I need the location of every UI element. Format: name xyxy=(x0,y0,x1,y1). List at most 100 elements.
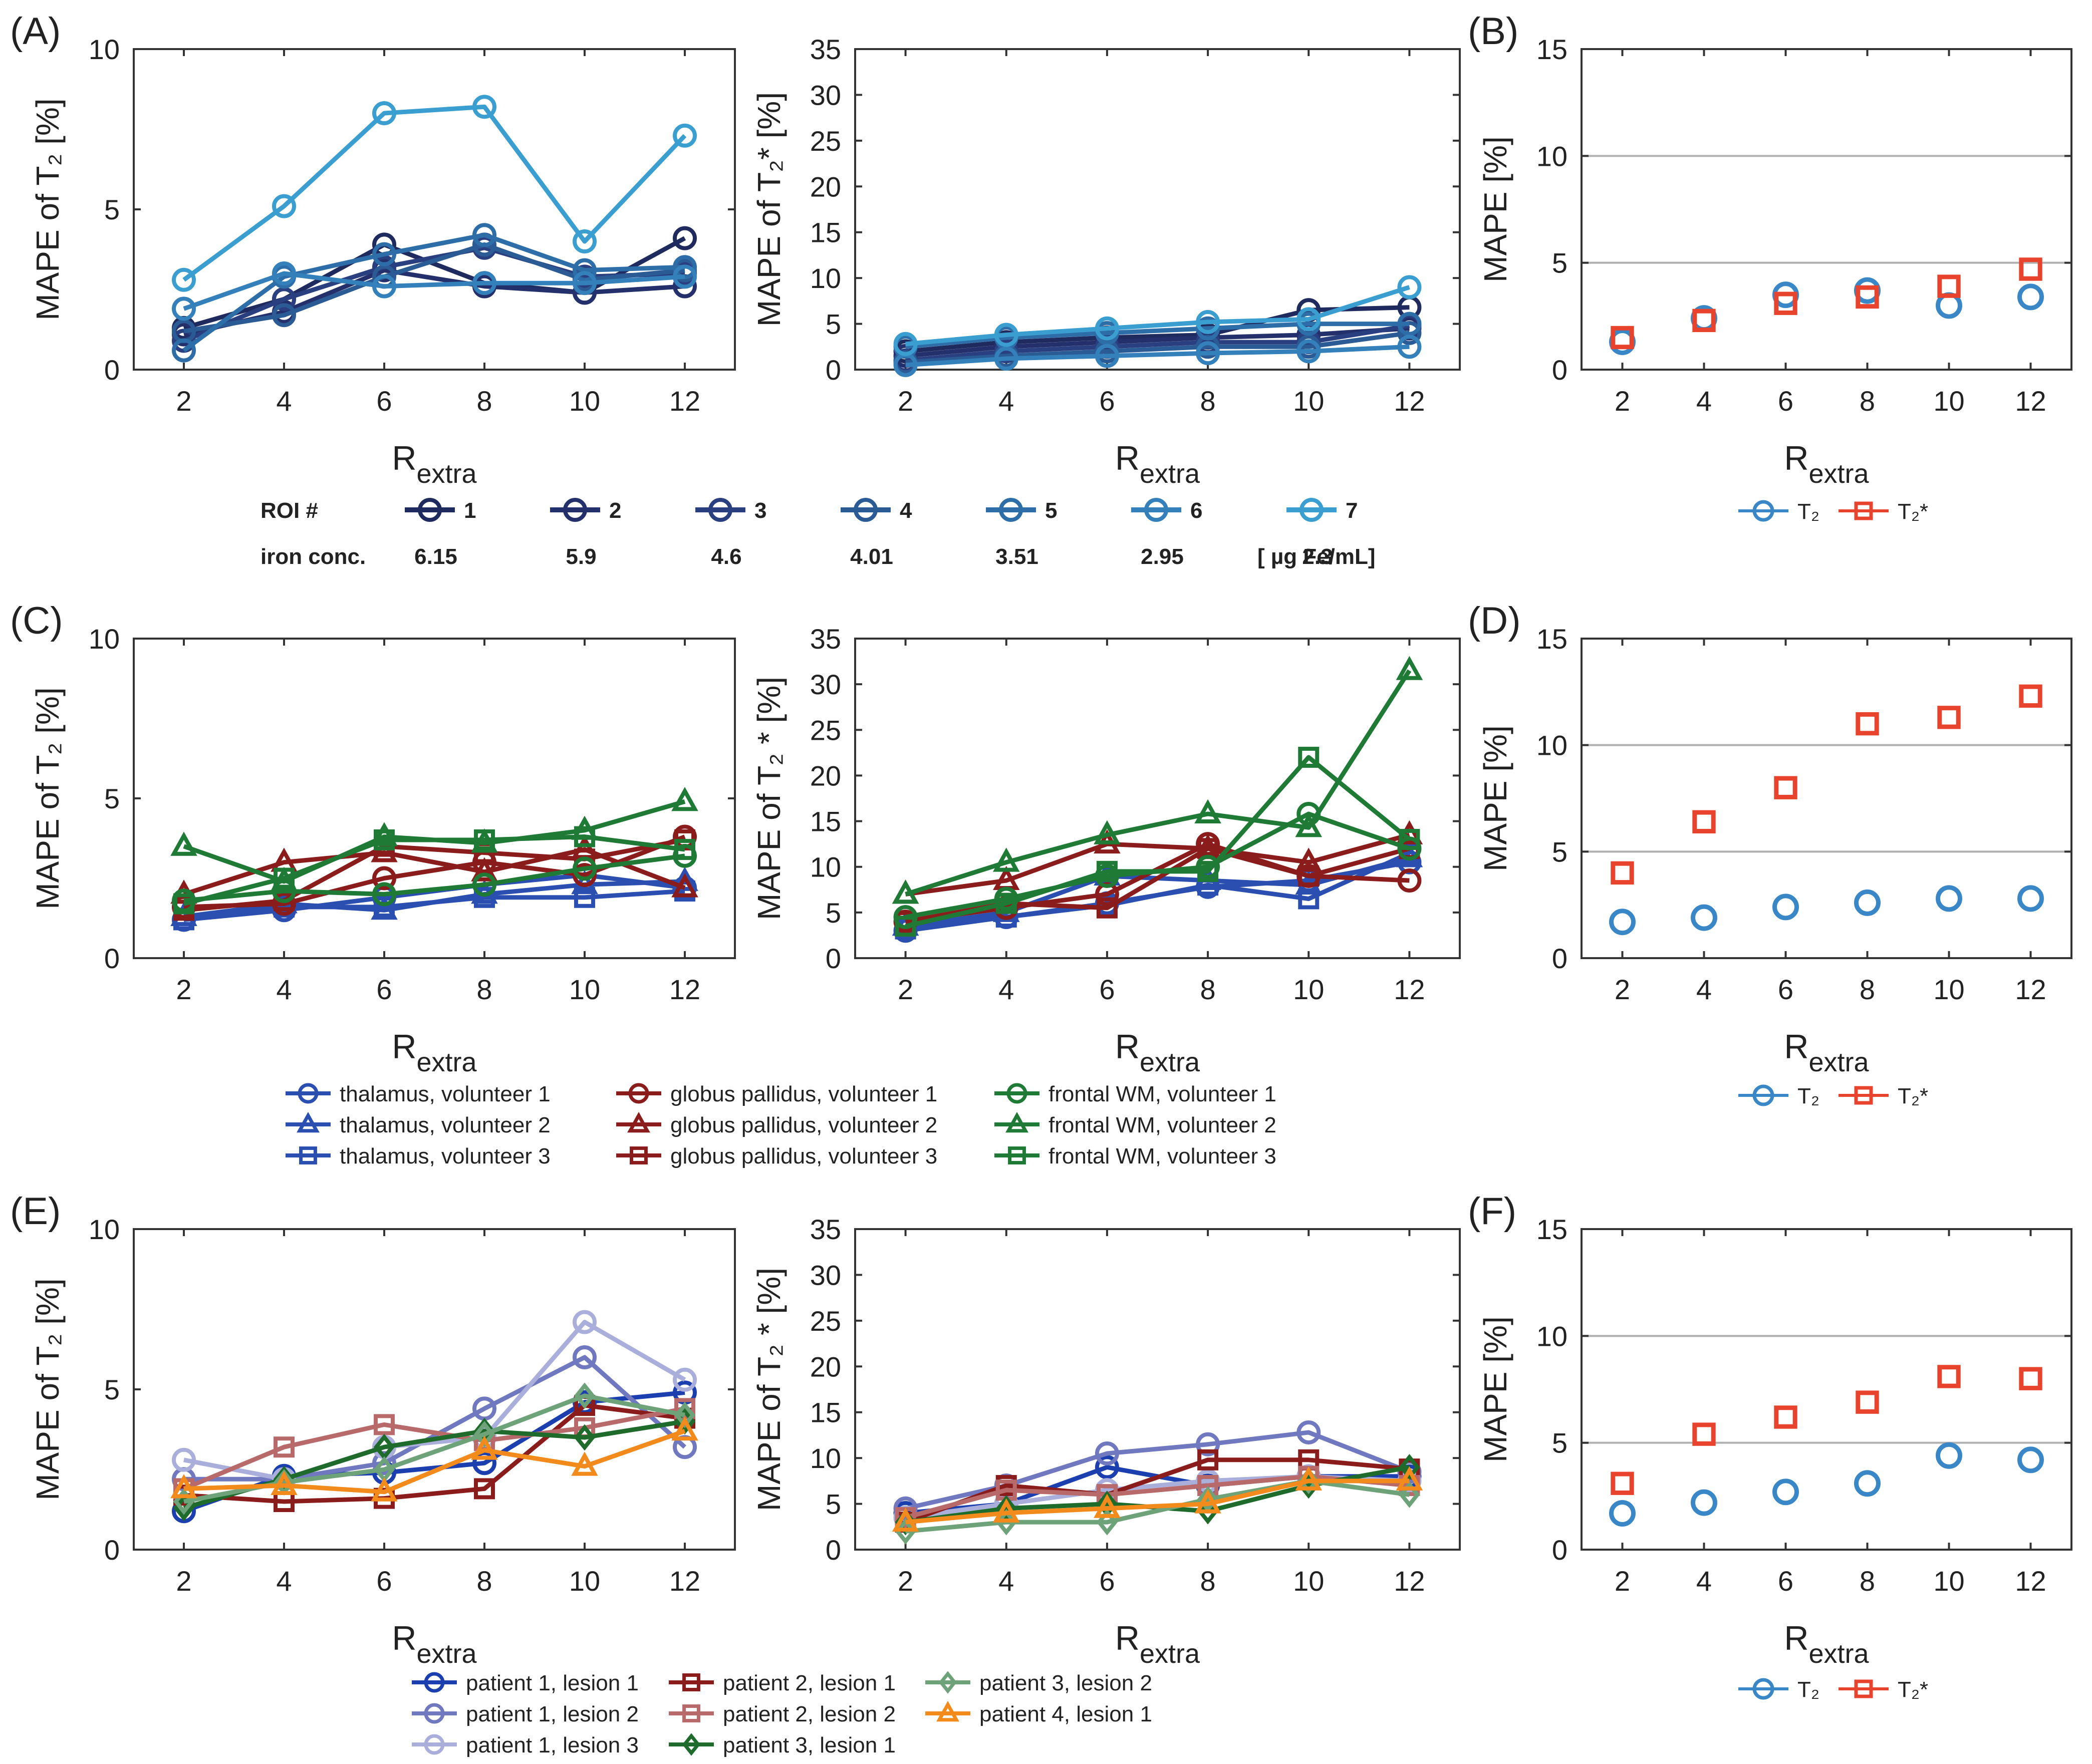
x-tick-label: 2 xyxy=(898,1565,913,1597)
series-line xyxy=(905,841,1410,924)
legend-marker xyxy=(1006,1083,1027,1104)
y-tick-label: 5 xyxy=(1552,247,1567,279)
data-point xyxy=(1295,847,1323,872)
series-line xyxy=(905,344,1410,368)
y-tick-label: 0 xyxy=(104,943,120,974)
data-point xyxy=(372,101,396,125)
roi-marker xyxy=(854,498,878,522)
x-tick-label: 12 xyxy=(2015,1565,2046,1597)
data-point xyxy=(1609,909,1636,936)
data-point xyxy=(1197,1486,1219,1513)
x-tick-label: 12 xyxy=(1394,1565,1425,1597)
legend-t2-label: T₂ xyxy=(1797,499,1819,524)
series-t- xyxy=(1611,1365,2042,1495)
data-point xyxy=(1095,1455,1119,1480)
x-tick-label: 12 xyxy=(1394,385,1425,417)
x-tick-label: 10 xyxy=(569,1565,600,1597)
volunteer-legend-entry: globus pallidus, volunteer 2 xyxy=(616,1111,937,1137)
x-tick-label: 6 xyxy=(1778,974,1793,1005)
panel-E1: 2 4 6 8 10 12 0 5 10 Rextra MAPE of T₂ [%] (E) xyxy=(10,1190,736,1669)
y-tick-label: 35 xyxy=(810,623,841,655)
data-point xyxy=(1296,307,1321,332)
y-tick-label: 10 xyxy=(1536,730,1567,761)
patient-legend-entry: patient 1, lesion 3 xyxy=(412,1733,639,1757)
y-axis-label: MAPE of T₂ [%] xyxy=(30,98,66,320)
data-point xyxy=(173,893,194,915)
patient-legend-entry: patient 1, lesion 1 xyxy=(412,1671,639,1695)
patient-legend-entry: patient 2, lesion 2 xyxy=(669,1702,896,1726)
x-tick-label: 6 xyxy=(1099,385,1115,417)
legend-label: frontal WM, volunteer 1 xyxy=(1049,1082,1276,1106)
y-tick-label: 10 xyxy=(810,1442,841,1474)
data-point xyxy=(170,1474,197,1499)
axes-box xyxy=(133,1228,736,1551)
data-point xyxy=(1692,309,1716,333)
patient-legend: patient 1, lesion 1 patient 1, lesion 2 pa… xyxy=(412,1671,1152,1757)
panel-D: 2 4 6 8 10 12 0 5 10 15 Rextra MAPE [%] (D) xyxy=(1468,600,2072,1077)
axes-box xyxy=(854,638,1461,959)
y-tick-label: 25 xyxy=(810,714,841,746)
legend-t2s-marker xyxy=(1854,1679,1873,1698)
data-point xyxy=(1936,885,1962,912)
data-point xyxy=(472,95,496,119)
data-point xyxy=(1197,860,1219,882)
series-line xyxy=(905,323,1410,363)
series-patient-4-lesion-1 xyxy=(892,1466,1423,1532)
data-point xyxy=(271,1471,298,1495)
series-line xyxy=(905,1479,1410,1525)
data-point xyxy=(2017,1446,2044,1474)
legend-marker xyxy=(627,1111,650,1133)
data-point xyxy=(995,1495,1017,1522)
x-tick-label: 8 xyxy=(1200,1565,1216,1597)
data-point xyxy=(992,1498,1020,1523)
data-point xyxy=(574,1424,596,1451)
x-tick-label: 6 xyxy=(1778,385,1793,417)
x-axis-label-main: R xyxy=(1784,1028,1808,1066)
roi-label: 6 xyxy=(1190,498,1202,523)
y-tick-label: 0 xyxy=(826,1534,841,1566)
data-point xyxy=(1096,860,1118,882)
data-point xyxy=(374,896,395,918)
data-point xyxy=(172,1447,196,1472)
data-point xyxy=(172,338,196,363)
x-axis-label: Rextra xyxy=(392,1028,477,1077)
y-tick-label: 15 xyxy=(810,217,841,248)
iron-unit: [ µg Fe/mL] xyxy=(1257,544,1376,569)
legend-t2-marker xyxy=(1752,500,1774,522)
data-point xyxy=(674,839,695,860)
y-tick-label: 5 xyxy=(826,1489,841,1520)
series-frontal-wm-volunteer-3 xyxy=(895,746,1420,937)
x-tick-label: 4 xyxy=(276,974,292,1005)
legend-marker xyxy=(682,1673,700,1691)
data-point xyxy=(1611,326,1634,350)
data-point xyxy=(1196,310,1220,334)
data-point xyxy=(474,829,495,850)
data-point xyxy=(1691,1489,1717,1516)
roi-iron: 5.9 xyxy=(566,544,596,569)
data-point xyxy=(172,267,196,292)
series-patient-3-lesion-1 xyxy=(173,1408,696,1522)
x-axis-label-main: R xyxy=(1784,1619,1808,1657)
series-line xyxy=(183,1403,685,1504)
data-point xyxy=(1295,813,1323,837)
legend-label: thalamus, volunteer 3 xyxy=(340,1144,551,1168)
roi-label: 1 xyxy=(464,498,476,523)
iron-header: iron conc. xyxy=(260,544,366,569)
y-axis-label: MAPE of T₂ * [%] xyxy=(751,677,787,920)
y-axis-label: MAPE of T₂ * [%] xyxy=(751,1268,787,1511)
legend-t2-label: T₂ xyxy=(1797,1084,1819,1108)
data-point xyxy=(1854,1470,1881,1497)
x-axis-label: Rextra xyxy=(1115,1028,1200,1077)
roi-label: 4 xyxy=(900,498,912,523)
data-point xyxy=(1937,1365,1961,1388)
data-point xyxy=(1611,861,1634,885)
series-line xyxy=(182,232,685,353)
data-point xyxy=(1298,865,1320,887)
y-tick-label: 20 xyxy=(810,171,841,202)
x-tick-label: 12 xyxy=(1394,974,1425,1005)
data-point xyxy=(1692,1422,1716,1446)
legend-t2s-label: T₂* xyxy=(1898,1677,1928,1702)
series-frontal-wm-volunteer-2 xyxy=(892,656,1423,904)
legend-t2-marker xyxy=(1752,1678,1774,1700)
x-axis-label-main: R xyxy=(1115,439,1140,477)
